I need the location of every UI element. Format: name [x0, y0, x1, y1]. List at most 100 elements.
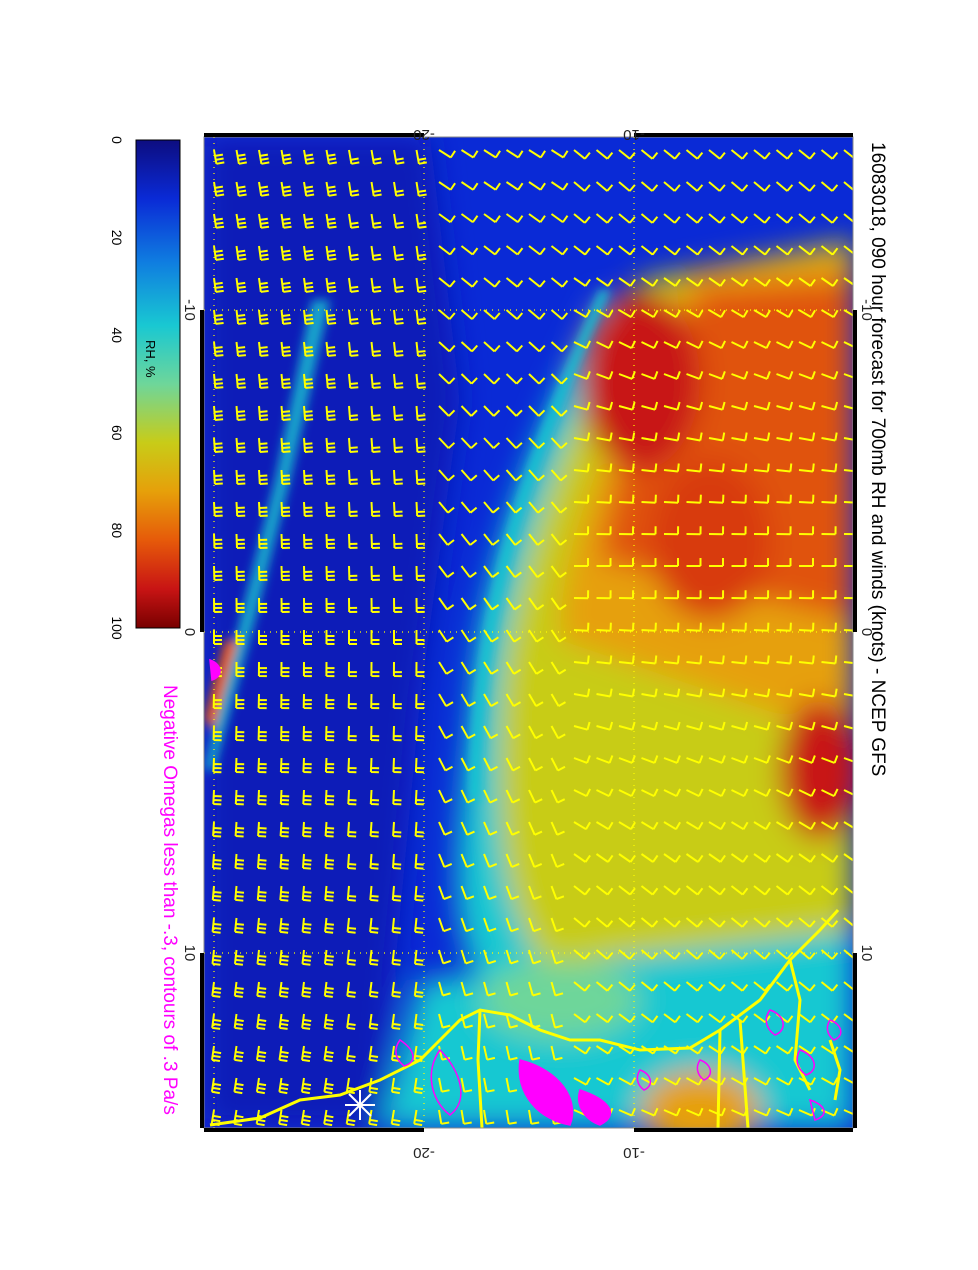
wind-barb	[415, 630, 425, 645]
wind-barb	[618, 245, 636, 256]
wind-barb	[438, 1077, 450, 1093]
wind-barb	[300, 1109, 312, 1127]
wind-barb	[686, 655, 703, 665]
wind-barb	[776, 788, 794, 798]
wind-barb	[821, 1077, 839, 1086]
wind-barb	[843, 533, 853, 536]
wind-barb	[753, 463, 770, 473]
wind-barb	[798, 853, 816, 863]
wind-barb	[213, 373, 224, 389]
wind-barb	[280, 725, 290, 742]
wind-barb	[393, 277, 404, 293]
wind-barb	[390, 1109, 401, 1127]
wind-barb	[370, 245, 382, 261]
wind-barb	[438, 789, 453, 804]
wind-barb	[370, 181, 382, 197]
wind-barb	[776, 755, 794, 764]
wind-barb	[731, 494, 747, 504]
wind-barb	[235, 469, 246, 485]
wind-barb	[301, 1013, 312, 1030]
wind-barb	[323, 1045, 334, 1062]
wind-barb	[414, 885, 424, 902]
wind-barb	[843, 341, 853, 348]
wind-barb	[438, 469, 455, 482]
wind-barb	[753, 949, 771, 960]
wind-barb	[820, 309, 839, 318]
wind-barb	[415, 277, 427, 293]
wind-barb	[821, 526, 837, 536]
wind-barb	[618, 655, 635, 665]
wind-barb	[596, 401, 614, 411]
wind-barb	[303, 630, 312, 645]
wind-barb	[369, 853, 379, 870]
wind-barb	[483, 181, 501, 191]
wind-barb	[686, 526, 702, 536]
wind-barb	[753, 526, 770, 536]
wind-barb	[369, 885, 379, 902]
wind-barb	[303, 277, 314, 293]
wind-barb	[550, 533, 568, 546]
wind-barb	[573, 526, 590, 536]
omega-contours	[209, 658, 842, 1126]
wind-barb	[280, 277, 292, 293]
wind-barb	[708, 245, 726, 256]
wind-barb	[618, 340, 636, 350]
wind-barb	[619, 558, 634, 567]
wind-barb	[393, 630, 402, 645]
wind-barb	[213, 565, 223, 581]
wind-barb	[323, 981, 334, 998]
wind-barb	[279, 757, 290, 774]
wind-barb	[618, 949, 636, 960]
wind-barb	[730, 309, 749, 318]
wind-barb	[213, 630, 222, 645]
wind-barb	[753, 622, 770, 632]
wind-barb	[641, 463, 658, 473]
wind-barb	[483, 1077, 495, 1093]
wind-barb	[730, 853, 749, 863]
wind-barb	[390, 1077, 401, 1095]
wind-barb	[618, 590, 635, 600]
wind-barb	[843, 693, 853, 697]
wind-barb	[573, 277, 591, 287]
wind-barb	[843, 789, 853, 796]
wind-barb	[640, 277, 659, 287]
wind-barb	[686, 494, 702, 504]
wind-barb	[483, 565, 500, 578]
wind-barb	[213, 213, 225, 229]
wind-barb	[414, 757, 425, 774]
wind-barb	[663, 721, 681, 731]
wind-barb	[731, 788, 749, 798]
wind-barb	[348, 437, 359, 453]
wind-barb	[753, 213, 771, 224]
wind-barb	[708, 917, 726, 928]
wind-barb	[641, 494, 657, 504]
wind-barb	[324, 885, 335, 902]
wind-barb	[685, 181, 704, 192]
wind-barb	[303, 181, 315, 197]
wind-barb	[685, 149, 704, 160]
wind-barb	[550, 373, 568, 385]
wind-barb	[346, 1013, 356, 1030]
wind-barb	[505, 1013, 518, 1029]
wind-barb	[528, 789, 543, 804]
wind-barb	[528, 949, 542, 965]
wind-barb	[392, 693, 402, 710]
wind-barb	[820, 277, 839, 287]
wind-barb	[685, 885, 704, 896]
wind-barb	[753, 1107, 771, 1117]
wind-barb	[235, 597, 245, 613]
wind-barb	[708, 622, 725, 632]
wind-barb	[302, 693, 312, 710]
wind-barb	[708, 821, 726, 831]
wind-barb	[483, 725, 499, 740]
wind-barb	[325, 181, 337, 197]
wind-barb	[550, 213, 569, 224]
wind-barb	[346, 949, 357, 966]
wind-barb	[798, 655, 815, 665]
wind-barb	[685, 309, 704, 318]
wind-barb	[663, 917, 681, 928]
colorbar	[135, 139, 181, 629]
wind-barb	[821, 558, 837, 567]
wind-barb	[438, 1013, 451, 1029]
wind-barb	[618, 463, 635, 473]
